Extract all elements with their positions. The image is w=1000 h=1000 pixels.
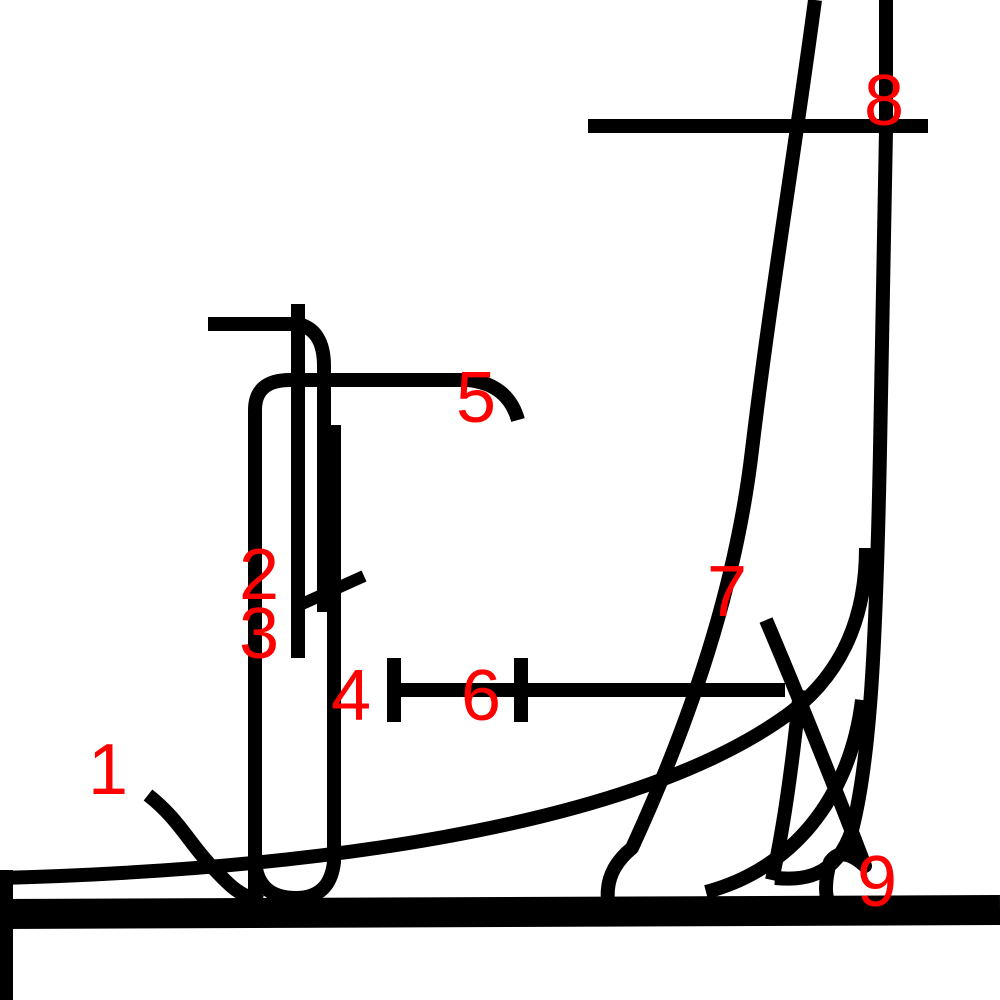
label-2: 2 <box>239 535 279 615</box>
stroke-2-tick <box>299 570 367 610</box>
label-3: 3 <box>239 594 279 674</box>
number-labels: 1 2 3 4 5 6 7 8 9 <box>88 61 904 922</box>
stroke-7 <box>600 0 822 901</box>
u-loop <box>248 373 525 898</box>
label-8: 8 <box>864 61 904 141</box>
u-loop-right <box>248 425 341 905</box>
inner-curve-right <box>704 699 869 899</box>
stroke-9 <box>759 617 872 910</box>
label-9: 9 <box>857 842 897 922</box>
label-4: 4 <box>331 656 371 736</box>
label-5: 5 <box>456 358 496 438</box>
label-6: 6 <box>461 656 501 736</box>
stroke-1 <box>143 789 265 909</box>
ground-line <box>0 895 1000 929</box>
label-7: 7 <box>707 552 747 632</box>
stroke-8-vertical <box>774 0 893 886</box>
label-1: 1 <box>88 730 128 810</box>
